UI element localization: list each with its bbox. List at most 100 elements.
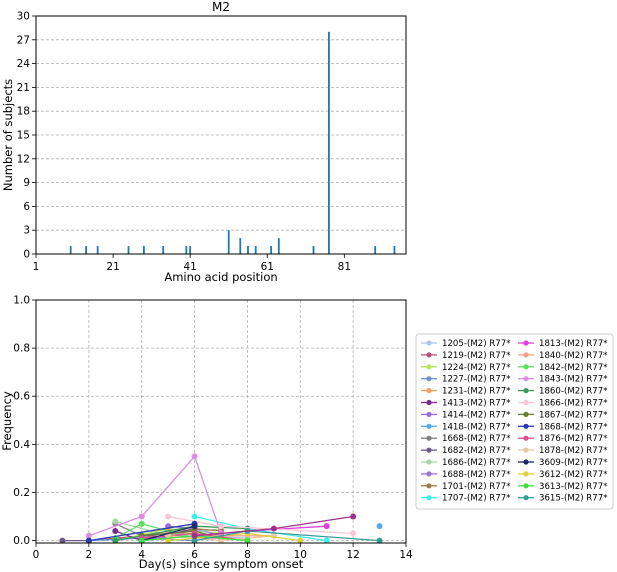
series-point xyxy=(191,513,198,520)
legend-label: 1413-(M2) R77* xyxy=(442,399,511,409)
bottom-x-tick-label: 0 xyxy=(33,549,40,561)
series-point xyxy=(59,537,66,544)
top-bar xyxy=(328,31,330,254)
top-bar xyxy=(254,246,257,254)
legend-swatch-marker xyxy=(523,364,529,370)
legend-swatch-marker xyxy=(426,364,432,370)
top-bar xyxy=(127,246,130,254)
series-point xyxy=(376,537,383,544)
top-bar xyxy=(143,246,145,254)
top-y-ticks: 0 3 6 9 12 15 18 21 24 27 30 xyxy=(17,11,36,261)
legend-label: 1414-(M2) R77* xyxy=(442,410,511,420)
series-point xyxy=(112,527,119,534)
legend-swatch-marker xyxy=(523,471,529,477)
top-y-tick-label: 0 xyxy=(23,249,30,261)
series-point xyxy=(376,523,383,530)
series-point xyxy=(165,537,172,544)
top-x-tick-label: 41 xyxy=(183,261,196,273)
legend-swatch-marker xyxy=(523,376,529,382)
top-bars xyxy=(69,31,396,254)
top-y-tick-label: 12 xyxy=(17,153,30,165)
legend-label: 3609-(M2) R77* xyxy=(539,458,608,468)
top-y-axis-label: Number of subjects xyxy=(1,79,15,191)
top-y-tick-label: 21 xyxy=(17,82,30,94)
top-y-tick-label: 15 xyxy=(17,130,30,142)
legend-swatch-marker xyxy=(426,352,432,358)
series-point xyxy=(191,532,198,539)
series-line xyxy=(88,455,222,537)
top-y-tick-label: 27 xyxy=(17,34,30,46)
series-point xyxy=(218,523,224,530)
legend-label: 1224-(M2) R77* xyxy=(442,363,511,373)
series-point xyxy=(323,523,330,530)
series-point xyxy=(350,530,357,537)
bottom-x-axis-label: Day(s) since symptom onset xyxy=(139,557,304,571)
legend-swatch-marker xyxy=(523,495,529,501)
legend-label: 1707-(M2) R77* xyxy=(442,494,511,504)
legend-label: 1688-(M2) R77* xyxy=(442,470,511,480)
bottom-x-tick-label: 2 xyxy=(86,549,93,561)
series-point xyxy=(191,523,198,530)
series-point xyxy=(270,525,277,532)
bottom-x-tick-label: 8 xyxy=(244,549,251,561)
top-x-tick-label: 1 xyxy=(33,261,40,273)
top-bar xyxy=(96,246,99,254)
top-bar xyxy=(374,246,377,254)
bottom-chart: 0 2 4 6 8 10 12 14 0.0 0.2 0.4 0.6 0.8 1.0 Day(s) si… xyxy=(0,295,413,572)
bottom-y-tick-label: 0.6 xyxy=(13,391,30,403)
series-point xyxy=(244,537,251,544)
legend-swatch-marker xyxy=(523,399,529,406)
legend-label: 1876-(M2) R77* xyxy=(539,434,608,444)
top-y-tick-label: 18 xyxy=(17,106,30,118)
legend: 1205-(M2) R77* 1219-(M2) R77* 1224-(M2) R7… xyxy=(415,333,614,510)
top-y-tick-label: 3 xyxy=(23,225,30,237)
top-x-tick-label: 21 xyxy=(106,261,119,273)
top-bar xyxy=(247,246,249,254)
series-point xyxy=(85,532,92,539)
bottom-y-tick-label: 0.0 xyxy=(13,535,30,547)
legend-swatch-marker xyxy=(426,495,432,501)
bottom-y-tick-label: 0.4 xyxy=(13,439,30,451)
series-point xyxy=(112,518,119,525)
series-point xyxy=(85,537,92,544)
top-bar xyxy=(312,246,315,254)
legend-label: 1682-(M2) R77* xyxy=(442,446,511,456)
legend-label: 1686-(M2) R77* xyxy=(442,458,511,468)
legend-swatch-marker xyxy=(523,388,529,394)
legend-label: 3612-(M2) R77* xyxy=(539,470,608,480)
series-point xyxy=(191,537,198,544)
top-y-tick-label: 24 xyxy=(17,58,31,70)
legend-swatch-marker xyxy=(523,483,529,489)
legend-swatch-marker xyxy=(426,399,432,406)
legend-swatch-marker xyxy=(426,447,432,453)
bottom-gridlines xyxy=(35,299,407,543)
legend-label: 1701-(M2) R77* xyxy=(442,482,511,492)
bottom-x-tick-label: 12 xyxy=(346,549,359,561)
top-y-tick-label: 6 xyxy=(23,201,30,213)
bottom-x-ticks: 0 2 4 6 8 10 12 14 xyxy=(33,543,413,561)
series-point xyxy=(297,537,304,544)
legend-label: 1860-(M2) R77* xyxy=(539,387,608,397)
legend-label: 1231-(M2) R77* xyxy=(442,387,511,397)
legend-label: 1843-(M2) R77* xyxy=(539,375,608,385)
legend-swatch-marker xyxy=(426,388,432,394)
legend-swatch-marker xyxy=(426,411,432,417)
bottom-y-tick-label: 0.2 xyxy=(13,487,30,499)
legend-label: 1227-(M2) R77* xyxy=(442,375,511,385)
series-point xyxy=(138,537,145,544)
top-bar xyxy=(239,238,242,254)
legend-label: 1878-(M2) R77* xyxy=(539,446,608,456)
top-bar xyxy=(227,230,230,254)
legend-label: 1813-(M2) R77* xyxy=(539,339,608,349)
top-x-tick-label: 61 xyxy=(261,261,274,273)
series-point xyxy=(112,537,119,544)
legend-label: 3615-(M2) R77* xyxy=(539,494,608,504)
legend-swatch-marker xyxy=(523,352,529,358)
series-point xyxy=(191,453,198,460)
bottom-x-tick-label: 6 xyxy=(191,549,198,561)
top-gridlines xyxy=(36,15,406,255)
legend-swatch-marker xyxy=(426,376,432,382)
legend-items: 1205-(M2) R77* 1219-(M2) R77* 1224-(M2) R7… xyxy=(421,339,608,504)
bottom-y-tick-label: 0.8 xyxy=(13,343,30,355)
